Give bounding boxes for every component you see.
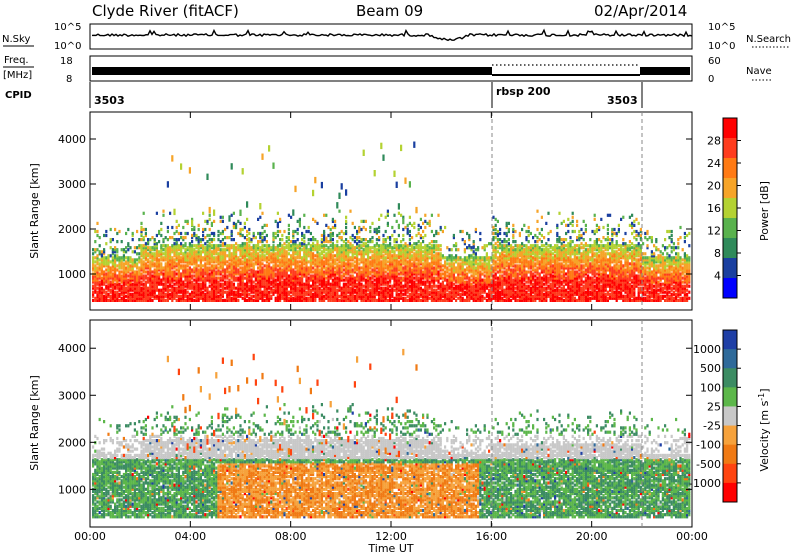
colorbar-tick: 8 <box>714 247 721 260</box>
colorbar-tick: 100 <box>700 381 721 394</box>
freq-tick-high: 18 <box>60 56 73 67</box>
freq-label: Freq. <box>4 55 29 66</box>
nsky-label: N.Sky <box>2 34 30 45</box>
colorbar-swatch <box>723 158 737 179</box>
colorbar-swatch <box>723 406 737 427</box>
beam-title: Beam 09 <box>356 2 423 20</box>
power-colorbar: 28 24 20 16 12 8 4 <box>707 117 741 299</box>
colorbar-tick: 16 <box>707 202 721 215</box>
colorbar-swatch <box>723 482 737 503</box>
x-tick-label: 00:00 <box>676 530 708 543</box>
colorbar-tick: -1000 <box>689 477 721 490</box>
x-tick-label: 04:00 <box>174 530 206 543</box>
colorbar-tick: 12 <box>707 225 721 238</box>
colorbar-tick: -100 <box>696 439 721 452</box>
power-colorbar-label: Power [dB] <box>758 181 771 241</box>
colorbar-tick: 1000 <box>693 343 721 356</box>
colorbar-swatch <box>723 387 737 407</box>
colorbar-swatch <box>723 178 737 199</box>
colorbar-swatch <box>723 218 737 239</box>
x-tick-label: 20:00 <box>576 530 608 543</box>
colorbar-swatch <box>723 444 737 465</box>
colorbar-tick: 25 <box>707 400 721 413</box>
x-axis-label: Time UT <box>367 542 413 554</box>
colorbar-swatch <box>723 238 737 259</box>
y-tick-label: 2000 <box>58 223 86 236</box>
colorbar-tick: 28 <box>707 135 721 148</box>
velocity-heatmap <box>92 348 691 519</box>
cpid-label: CPID <box>5 90 32 101</box>
y-tick-label: 1000 <box>58 483 86 496</box>
velocity-panel: 1000 2000 3000 4000 Slant Range [km] 1000 50… <box>28 319 771 528</box>
station-title: Clyde River (fitACF) <box>92 2 239 20</box>
velocity-colorbar-label: Velocity [m s-1] <box>757 388 771 471</box>
y-tick-label: 4000 <box>58 133 86 146</box>
colorbar-tick: 4 <box>714 270 721 283</box>
nsky-trace <box>91 28 693 42</box>
colorbar-tick: -25 <box>703 420 721 433</box>
cpid-segment-1: 3503 <box>94 94 125 107</box>
nave-label: Nave <box>746 66 772 77</box>
power-heatmap <box>92 141 691 302</box>
x-tick-label: 16:00 <box>475 530 507 543</box>
colorbar-swatch <box>723 330 737 350</box>
colorbar-tick: 24 <box>707 157 721 170</box>
freq-unit: [MHz] <box>3 70 32 81</box>
cpid-row: CPID 3503 rbsp 200 3503 <box>5 82 643 108</box>
nave-tick-high: 60 <box>708 56 721 67</box>
cpid-segment-3: 3503 <box>607 94 638 107</box>
freq-tick-low: 8 <box>66 74 72 85</box>
colorbar-tick: 500 <box>700 362 721 375</box>
nsearch-tick-low: 10^0 <box>708 41 735 52</box>
y-tick-label: 2000 <box>58 436 86 449</box>
time-axis: 00:00 04:00 08:00 12:00 16:00 20:00 00:00 <box>74 112 708 543</box>
power-y-axis-label: Slant Range [km] <box>28 163 41 259</box>
colorbar-tick: 20 <box>707 180 721 193</box>
power-panel: 1000 2000 3000 4000 Slant Range [km] 28 24 20… <box>28 111 771 311</box>
nsky-tick-high: 10^5 <box>54 22 81 33</box>
date-title: 02/Apr/2014 <box>594 2 687 20</box>
velocity-y-axis-label: Slant Range [km] <box>28 375 41 471</box>
nsearch-label: N.Search <box>746 34 791 45</box>
x-tick-label: 12:00 <box>375 530 407 543</box>
nsearch-tick-high: 10^5 <box>708 22 735 33</box>
velocity-colorbar: 1000 500 100 25 -25 -100 -500 -1000 <box>689 329 741 503</box>
colorbar-swatch <box>723 349 737 369</box>
colorbar-tick: -500 <box>696 458 721 471</box>
velocity-y-ticks: 1000 2000 3000 4000 <box>58 342 692 496</box>
colorbar-swatch <box>723 463 737 484</box>
y-tick-label: 3000 <box>58 178 86 191</box>
nsky-panel: N.Sky 10^5 10^0 10^5 10^0 N.Search <box>2 22 791 52</box>
colorbar-swatch <box>723 258 737 279</box>
y-tick-label: 4000 <box>58 342 86 355</box>
nave-tick-low: 0 <box>708 74 714 85</box>
y-tick-label: 1000 <box>58 268 86 281</box>
colorbar-swatch <box>723 138 737 159</box>
x-tick-label: 00:00 <box>74 530 106 543</box>
colorbar-swatch <box>723 118 737 139</box>
colorbar-swatch <box>723 368 737 388</box>
cpid-segment-2: rbsp 200 <box>496 85 551 98</box>
power-y-ticks: 1000 2000 3000 4000 <box>58 133 692 281</box>
colorbar-swatch <box>723 198 737 219</box>
y-tick-label: 3000 <box>58 389 86 402</box>
nsky-tick-low: 10^0 <box>54 41 81 52</box>
x-tick-label: 08:00 <box>275 530 307 543</box>
colorbar-swatch <box>723 278 737 299</box>
freq-panel: Freq. [MHz] 18 8 60 0 Nave <box>3 55 773 85</box>
colorbar-swatch <box>723 425 737 446</box>
